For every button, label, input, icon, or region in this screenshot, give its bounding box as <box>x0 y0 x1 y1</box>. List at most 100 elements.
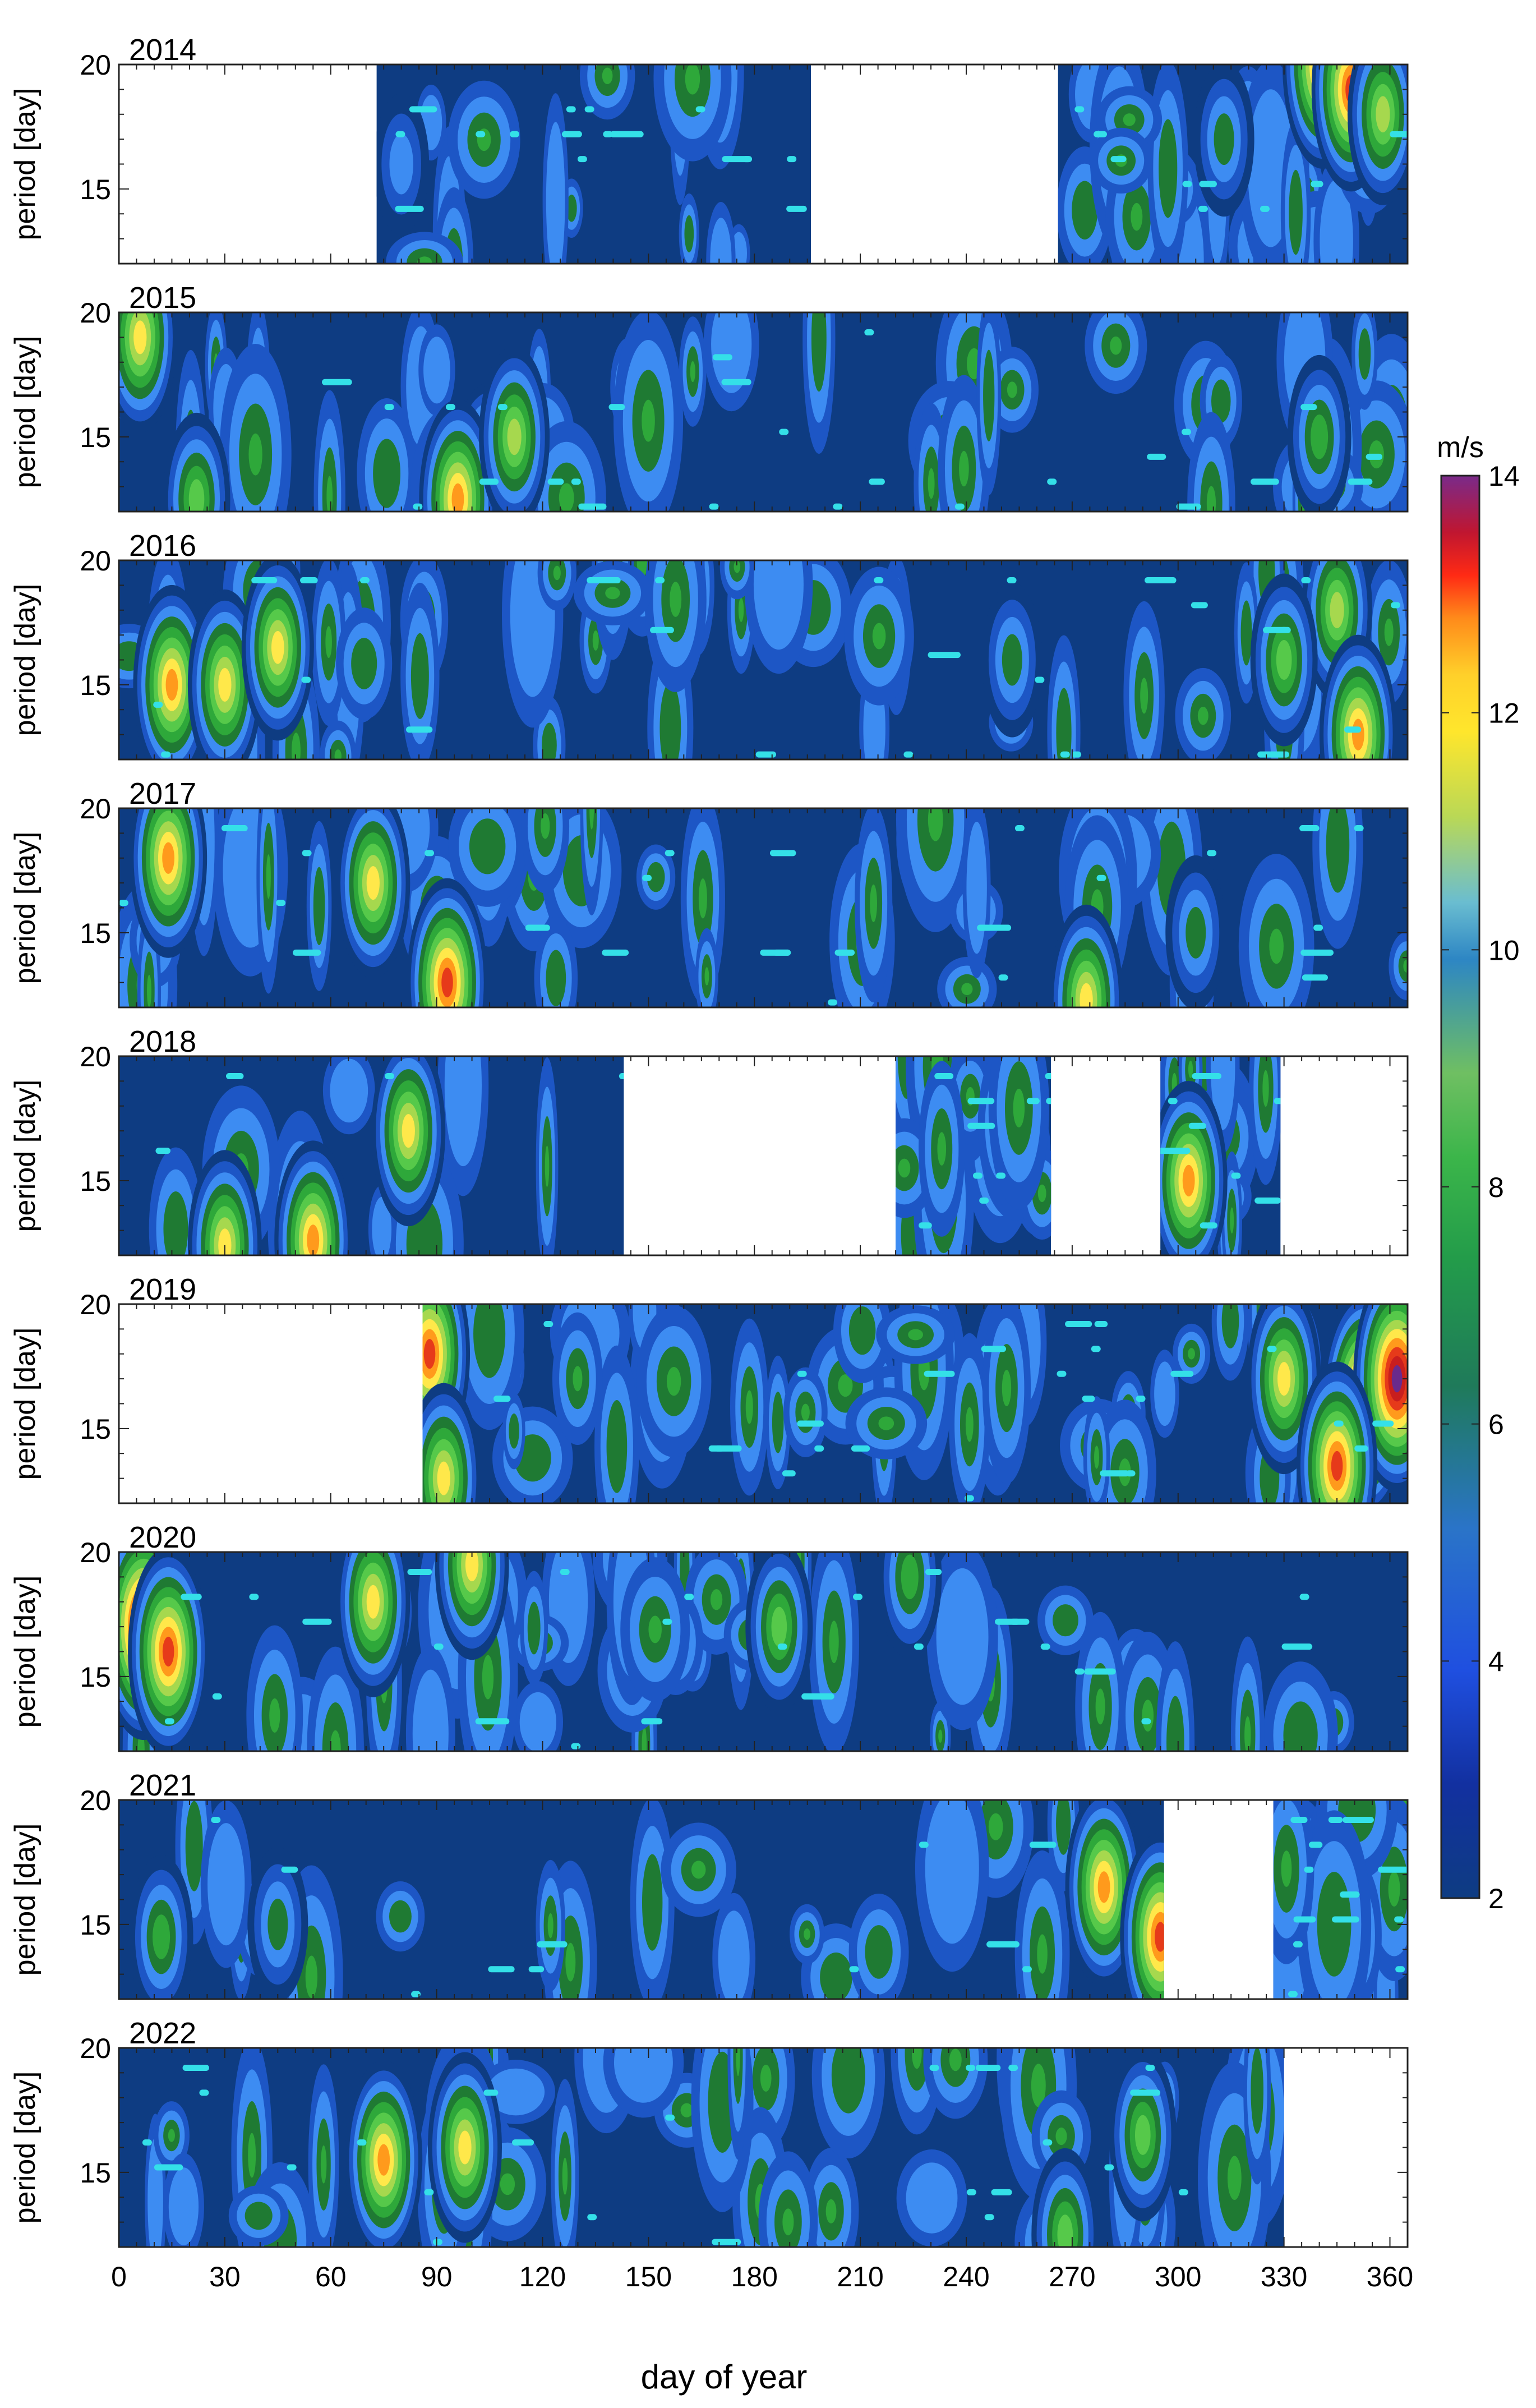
y-tick-label: 15 <box>80 422 111 453</box>
contour-blob <box>961 983 973 996</box>
contour-blob <box>1188 1060 1193 1079</box>
contour-blob <box>269 1698 280 1733</box>
contour-blob <box>684 215 694 252</box>
hotspot-level <box>1311 415 1329 459</box>
hotspot-level <box>1182 1164 1195 1196</box>
hotspot-level <box>901 1554 919 1600</box>
colorbar-tick-label: 2 <box>1488 1883 1504 1914</box>
contour-blob <box>959 450 969 487</box>
x-tick-label: 90 <box>421 2261 453 2292</box>
contour-blob <box>565 1942 576 1982</box>
contour-blob <box>1007 381 1017 398</box>
contour-blob <box>838 1374 853 1397</box>
contour-blob <box>666 1366 681 1396</box>
x-tick-label: 210 <box>837 2261 883 2292</box>
x-tick-label: 240 <box>943 2261 989 2292</box>
contour-blob <box>410 633 429 719</box>
contour-blob <box>423 337 450 404</box>
contour-blob <box>146 974 152 1007</box>
y-tick-label: 20 <box>80 1785 111 1816</box>
hotspot-level <box>162 1636 174 1667</box>
contour-blob <box>1227 2156 1242 2200</box>
y-tick-label: 20 <box>80 545 111 577</box>
contour-blob <box>592 630 599 651</box>
contour-blob <box>586 808 597 858</box>
x-tick-label: 270 <box>1049 2261 1095 2292</box>
contour-blob <box>1072 181 1098 240</box>
contour-blob <box>1013 1089 1025 1127</box>
contour-blob <box>546 950 566 1007</box>
hotspot-level <box>153 1914 170 1959</box>
contour-field <box>119 1800 1408 1999</box>
contour-blob <box>782 2208 794 2236</box>
contour-blob <box>1240 600 1252 666</box>
colorbar-tick-label: 6 <box>1488 1409 1504 1440</box>
contour-blob <box>320 2145 327 2184</box>
x-tick-label: 0 <box>111 2261 127 2292</box>
contour-blob <box>351 638 377 689</box>
contour-blob <box>469 818 506 874</box>
hotspot-level <box>465 1552 479 1582</box>
hotspot-level <box>267 1898 288 1950</box>
contour-blob <box>606 1399 628 1493</box>
hotspot-level <box>1134 2115 1151 2155</box>
contour-blob <box>547 1913 553 1939</box>
contour-blob <box>642 1726 647 1751</box>
contour-blob <box>801 1403 810 1421</box>
panel-2017: 15 20 period [day] 2017 <box>9 777 1409 1009</box>
contour-blob <box>473 1304 506 1378</box>
hotspot-level <box>162 842 175 874</box>
y-axis-label: period [day] <box>9 584 41 736</box>
hotspot-level <box>366 866 380 900</box>
contour-blob <box>330 1730 341 1751</box>
contour-blob <box>736 2048 740 2077</box>
contour-blob <box>1140 678 1148 714</box>
contour-field <box>119 808 1408 1007</box>
panel-2018: 15 20 period [day] 2018 <box>9 1025 1409 1256</box>
contour-blob <box>691 1861 706 1879</box>
contour-blob <box>566 194 577 222</box>
y-tick-label: 20 <box>80 2033 111 2064</box>
contour-blob <box>510 560 555 697</box>
contour-blob <box>500 2173 515 2195</box>
x-tick-label: 330 <box>1261 2261 1307 2292</box>
panel-year-label: 2017 <box>129 777 196 811</box>
contour-blob <box>1154 1361 1175 1426</box>
contour-blob <box>829 1620 839 1664</box>
y-tick-label: 15 <box>80 1166 111 1197</box>
contour-field <box>119 1056 1281 1255</box>
contour-blob <box>906 2162 958 2234</box>
x-axis: 0 30 60 90 120 150 180 210 240 270 300 330 360 <box>111 2261 1413 2292</box>
contour-blob <box>905 2048 929 2091</box>
contour-blob <box>1197 706 1208 725</box>
panel-2021: 15 20 period [day] 2021 <box>9 1769 1409 2000</box>
contour-blob <box>690 361 695 383</box>
contour-blob <box>573 1366 583 1392</box>
contour-blob <box>334 749 342 759</box>
contour-blob <box>928 808 943 841</box>
contour-blob <box>325 626 332 659</box>
contour-blob <box>936 1568 989 1705</box>
contour-blob <box>965 1407 974 1442</box>
y-tick-label: 15 <box>80 174 111 205</box>
contour-blob <box>685 65 700 95</box>
contour-blob <box>602 67 613 85</box>
panel-year-label: 2015 <box>129 281 196 315</box>
hotspot-level <box>1352 719 1364 751</box>
hotspot-level <box>133 320 147 354</box>
hotspot-level <box>271 631 284 664</box>
contour-blob <box>642 1854 663 1951</box>
hotspot-level <box>188 479 205 512</box>
contour-blob <box>1206 486 1216 512</box>
contour-blob <box>330 1058 368 1123</box>
y-axis-label: period [day] <box>9 2071 41 2224</box>
y-axis-label: period [day] <box>9 336 41 489</box>
contour-blob <box>1002 1370 1012 1407</box>
y-axis-label: period [day] <box>9 1080 41 1232</box>
contour-blob <box>1230 1207 1234 1234</box>
contour-blob <box>1403 959 1408 973</box>
contour-blob <box>865 1925 893 1979</box>
contour-blob <box>949 2048 962 2071</box>
contour-blob <box>680 2103 693 2117</box>
contour-blob <box>825 2199 837 2223</box>
